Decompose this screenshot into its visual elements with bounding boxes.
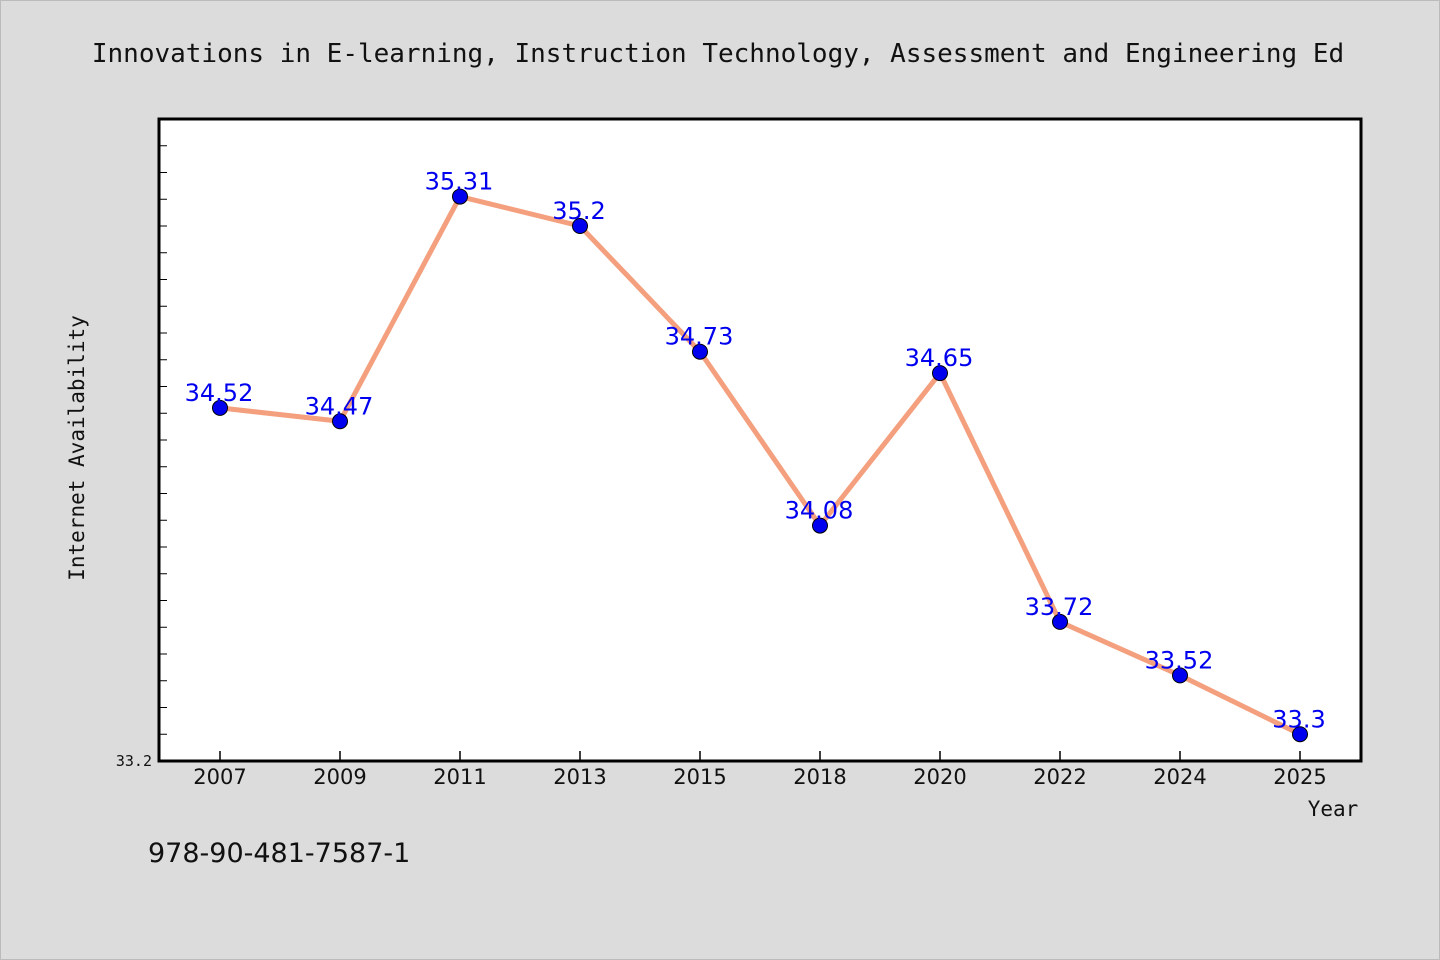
data-label: 34.65 bbox=[905, 344, 974, 372]
data-label: 34.73 bbox=[665, 323, 734, 351]
data-point bbox=[812, 517, 828, 534]
x-tick-label: 2024 bbox=[1153, 765, 1206, 789]
data-point bbox=[452, 188, 468, 205]
data-label: 34.08 bbox=[785, 497, 854, 525]
series-line bbox=[219, 194, 1302, 737]
x-tick-label: 2015 bbox=[673, 765, 726, 789]
data-point bbox=[1292, 726, 1308, 743]
y-axis: 33.2 bbox=[116, 118, 167, 770]
x-tick-label: 2025 bbox=[1273, 765, 1326, 789]
x-tick-label: 2020 bbox=[913, 765, 966, 789]
data-labels: 34.52 34.47 35.31 35.2 34.73 34.08 34.65 33.72 3… bbox=[185, 168, 1326, 734]
data-label: 34.47 bbox=[305, 392, 374, 420]
x-tick-label: 2007 bbox=[193, 765, 246, 789]
data-label: 35.2 bbox=[552, 197, 605, 225]
data-label: 33.72 bbox=[1025, 593, 1094, 621]
data-label: 33.52 bbox=[1145, 646, 1214, 674]
data-point bbox=[932, 365, 948, 382]
data-point bbox=[572, 218, 588, 234]
x-tick-label: 2022 bbox=[1033, 765, 1086, 789]
data-point bbox=[1172, 667, 1188, 684]
data-label: 33.3 bbox=[1272, 705, 1325, 733]
x-tick-label: 2009 bbox=[313, 765, 366, 789]
x-tick-label: 2011 bbox=[433, 765, 486, 789]
y-tick-label: 33.2 bbox=[116, 752, 152, 770]
data-markers bbox=[212, 188, 1308, 743]
data-label: 35.31 bbox=[425, 168, 494, 196]
x-axis-label: Year bbox=[1308, 797, 1359, 821]
x-tick-label: 2018 bbox=[793, 765, 846, 789]
isbn-text: 978-90-481-7587-1 bbox=[148, 838, 410, 869]
data-point bbox=[692, 343, 708, 360]
chart-title: Innovations in E-learning, Instruction T… bbox=[92, 39, 1344, 69]
y-axis-label: Internet Availability bbox=[65, 315, 89, 581]
data-point bbox=[1052, 613, 1068, 630]
data-point bbox=[332, 413, 348, 430]
x-axis: 2007 2009 2011 2013 2015 2018 2020 2022 2024 2025 bbox=[193, 751, 1327, 789]
data-point bbox=[212, 399, 228, 416]
x-tick-label: 2013 bbox=[553, 765, 606, 789]
data-label: 34.52 bbox=[185, 379, 254, 407]
plot-area bbox=[157, 117, 1363, 763]
